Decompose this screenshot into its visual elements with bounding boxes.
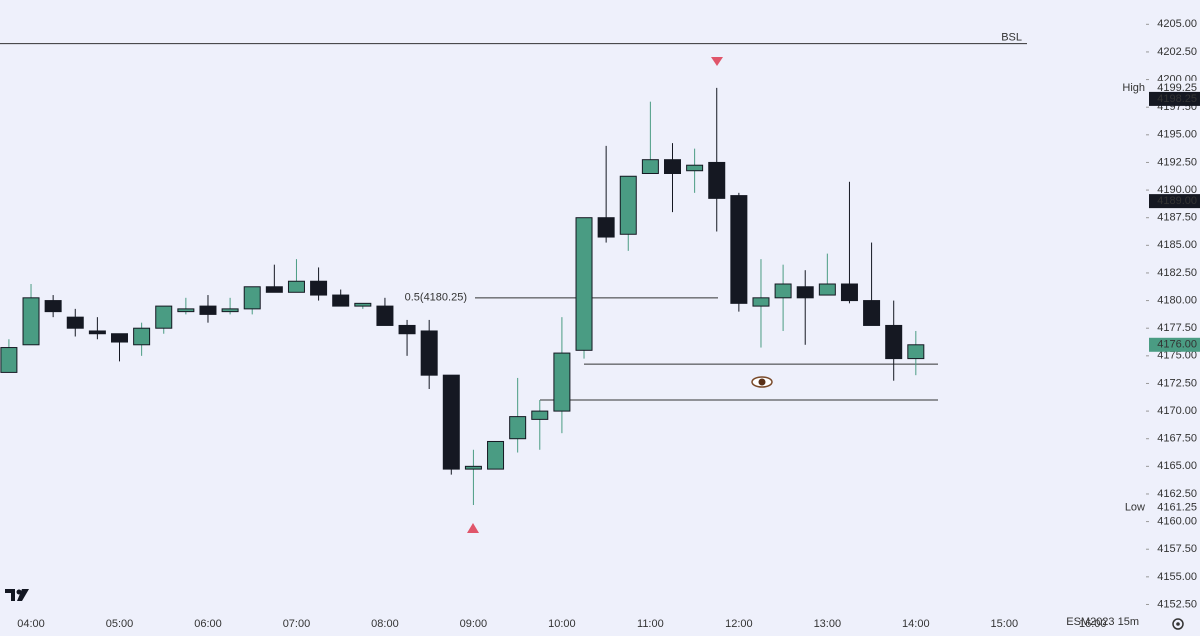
x-tick-label: 13:00 — [814, 618, 842, 630]
candle-body — [487, 440, 505, 470]
candle-body — [796, 286, 814, 299]
y-tick-label: 4165.00 — [1157, 460, 1197, 472]
y-tick-label: 4205.00 — [1157, 18, 1197, 30]
candle-body — [464, 465, 482, 470]
symbol-label: ESM2023 15m — [1066, 616, 1139, 628]
price-tag — [1149, 194, 1200, 209]
y-tick-label: 4162.50 — [1157, 488, 1197, 500]
plot-area — [0, 43, 1027, 506]
candle-body — [597, 217, 615, 238]
x-tick-label: 15:00 — [991, 618, 1019, 630]
candle-body — [66, 316, 84, 329]
y-tick-label: 4177.50 — [1157, 322, 1197, 334]
price-tag-label: 4161.25 — [1157, 502, 1197, 514]
y-tick-label: 4202.50 — [1157, 46, 1197, 58]
y-tick-label: 4192.50 — [1157, 156, 1197, 168]
candle-body — [22, 297, 40, 346]
candle-body — [840, 283, 858, 302]
candle-body — [442, 374, 460, 470]
price-tag-name: High — [1122, 82, 1145, 94]
x-tick-label: 10:00 — [548, 618, 576, 630]
price-tag — [1149, 500, 1200, 515]
price-tag — [1149, 91, 1200, 106]
price-tag-name: Low — [1125, 502, 1145, 514]
y-tick-label: 4185.00 — [1157, 239, 1197, 251]
candle-body — [354, 302, 372, 307]
price-tag — [1149, 337, 1200, 352]
candle-body — [310, 280, 328, 296]
candle-body — [818, 283, 836, 296]
x-tick-label: 05:00 — [106, 618, 134, 630]
candle-body — [708, 161, 726, 199]
candle-body — [664, 159, 681, 174]
candle-body — [730, 195, 748, 304]
level-label: BSL — [1001, 32, 1022, 44]
candle-body — [531, 410, 549, 420]
y-tick-label: 4187.50 — [1157, 212, 1197, 224]
y-tick-label: 4175.00 — [1157, 350, 1197, 362]
candle-body — [243, 286, 261, 310]
x-tick-label: 06:00 — [194, 618, 222, 630]
y-tick-label: 4190.00 — [1157, 184, 1197, 196]
candle-body — [133, 327, 151, 346]
y-tick-label: 4152.50 — [1157, 598, 1197, 610]
level-label: 0.5(4180.25) — [405, 292, 467, 304]
candle-body — [907, 344, 925, 360]
candle-body — [641, 159, 659, 174]
candle-body — [265, 286, 283, 293]
y-tick-label: 4182.50 — [1157, 267, 1197, 279]
x-tick-label: 11:00 — [637, 618, 664, 630]
x-tick-label: 08:00 — [371, 618, 399, 630]
x-tick-label: 16:00 — [1079, 618, 1107, 630]
x-tick-label: 12:00 — [725, 618, 753, 630]
candle-body — [376, 305, 394, 326]
candle-body — [420, 330, 438, 376]
x-tick-label: 09:00 — [460, 618, 488, 630]
candle-body — [111, 333, 128, 343]
price-tag-label: 4198.25 — [1157, 93, 1197, 105]
marker-down — [711, 57, 723, 66]
y-tick-label: 4170.00 — [1157, 405, 1197, 417]
price-tag — [1149, 80, 1200, 95]
x-tick-label: 04:00 — [17, 618, 45, 630]
y-tick-label: 4155.00 — [1157, 571, 1197, 583]
candle-body — [332, 294, 350, 307]
candle-body — [88, 330, 106, 335]
y-tick-label: 4195.00 — [1157, 129, 1197, 141]
candle-body — [0, 347, 18, 373]
candle-body — [885, 324, 903, 360]
candle-body — [752, 297, 770, 307]
candle-body — [177, 308, 195, 313]
price-tag-label: 4199.25 — [1157, 82, 1197, 94]
candle-body — [287, 280, 305, 293]
x-tick-label: 07:00 — [283, 618, 311, 630]
x-tick-label: 14:00 — [902, 618, 930, 630]
candle-body — [199, 305, 217, 315]
candle-body — [863, 300, 881, 326]
y-tick-label: 4180.00 — [1157, 294, 1197, 306]
price-tag-label: 4189.00 — [1157, 195, 1197, 207]
candle-body — [553, 352, 571, 412]
marker-up — [467, 523, 479, 533]
candle-body — [686, 164, 704, 172]
candle-body — [221, 308, 239, 313]
logo — [5, 589, 29, 601]
price-tag-label: 4176.00 — [1157, 339, 1197, 351]
candle-body — [619, 175, 637, 235]
eye-icon — [751, 376, 773, 388]
candle-body — [398, 324, 416, 335]
candle-body — [155, 305, 173, 329]
candle-body — [575, 217, 593, 351]
candle-body — [774, 283, 792, 299]
y-tick-label: 4157.50 — [1157, 543, 1197, 555]
y-tick-label: 4160.00 — [1157, 516, 1197, 528]
candle-body — [509, 416, 527, 440]
candle-body — [44, 300, 62, 313]
y-tick-label: 4167.50 — [1157, 433, 1197, 445]
settings-icon[interactable] — [1172, 618, 1184, 630]
y-tick-label: 4172.50 — [1157, 377, 1197, 389]
